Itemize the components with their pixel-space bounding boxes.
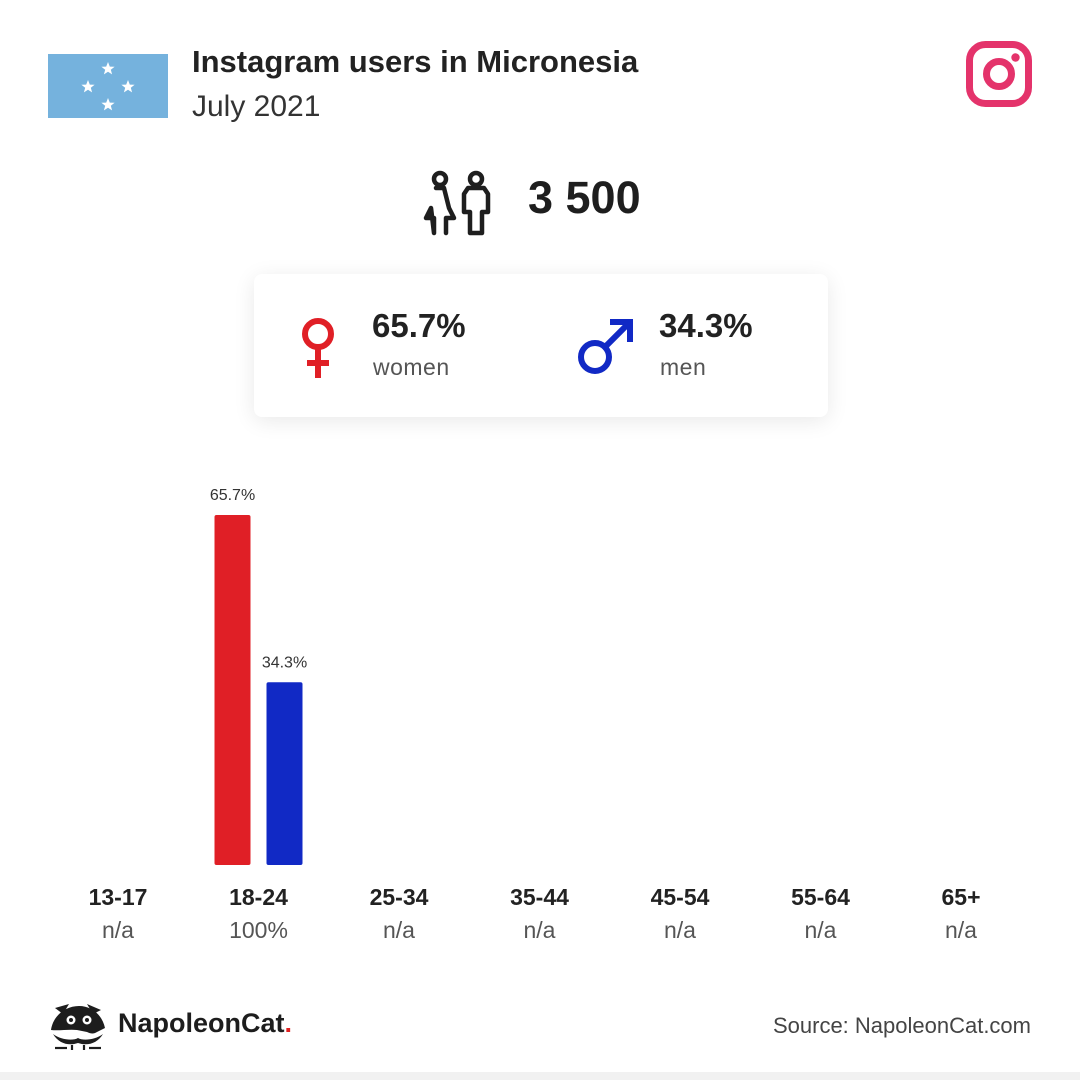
age-group-label: 18-24 [229, 884, 288, 910]
female-icon [302, 318, 334, 378]
age-group-share: n/a [664, 917, 696, 943]
age-group-share: n/a [523, 917, 556, 943]
total-users: 3 500 [528, 172, 641, 223]
age-group-share: 100% [229, 917, 288, 943]
age-group-label: 65+ [941, 884, 981, 910]
age-group-share: n/a [804, 917, 837, 943]
male-icon [578, 319, 633, 374]
women-percent: 65.7% [372, 307, 466, 344]
age-group-label: 25-34 [369, 884, 429, 910]
users-icon [423, 170, 491, 236]
bar-label-women-18-24: 65.7% [210, 487, 255, 504]
page-subtitle: July 2021 [192, 90, 321, 123]
age-group-share: n/a [383, 917, 415, 943]
bar-men-18-24 [266, 682, 303, 865]
bottom-divider [0, 1072, 1080, 1080]
age-group-share: n/a [102, 917, 134, 943]
page-title: Instagram users in Micronesia [192, 44, 639, 79]
source-credit: Source: NapoleonCat.com [772, 1013, 1031, 1038]
napoleoncat-logo-icon [51, 1004, 105, 1050]
brand-name: NapoleonCat. [118, 1008, 293, 1038]
age-group-label: 55-64 [791, 884, 850, 910]
gender-card: 65.7% women 34.3% men [254, 274, 828, 417]
micronesia-flag-icon [48, 54, 168, 118]
bar-women-18-24 [214, 515, 251, 865]
age-group-label: 13-17 [88, 884, 148, 910]
men-label: men [660, 354, 707, 380]
men-percent: 34.3% [659, 307, 753, 344]
age-group-label: 35-44 [510, 884, 569, 910]
instagram-icon [966, 41, 1032, 107]
age-group-label: 45-54 [650, 884, 710, 910]
age-group-share: n/a [945, 917, 977, 943]
bar-label-men-18-24: 34.3% [262, 654, 307, 671]
women-label: women [373, 354, 450, 380]
